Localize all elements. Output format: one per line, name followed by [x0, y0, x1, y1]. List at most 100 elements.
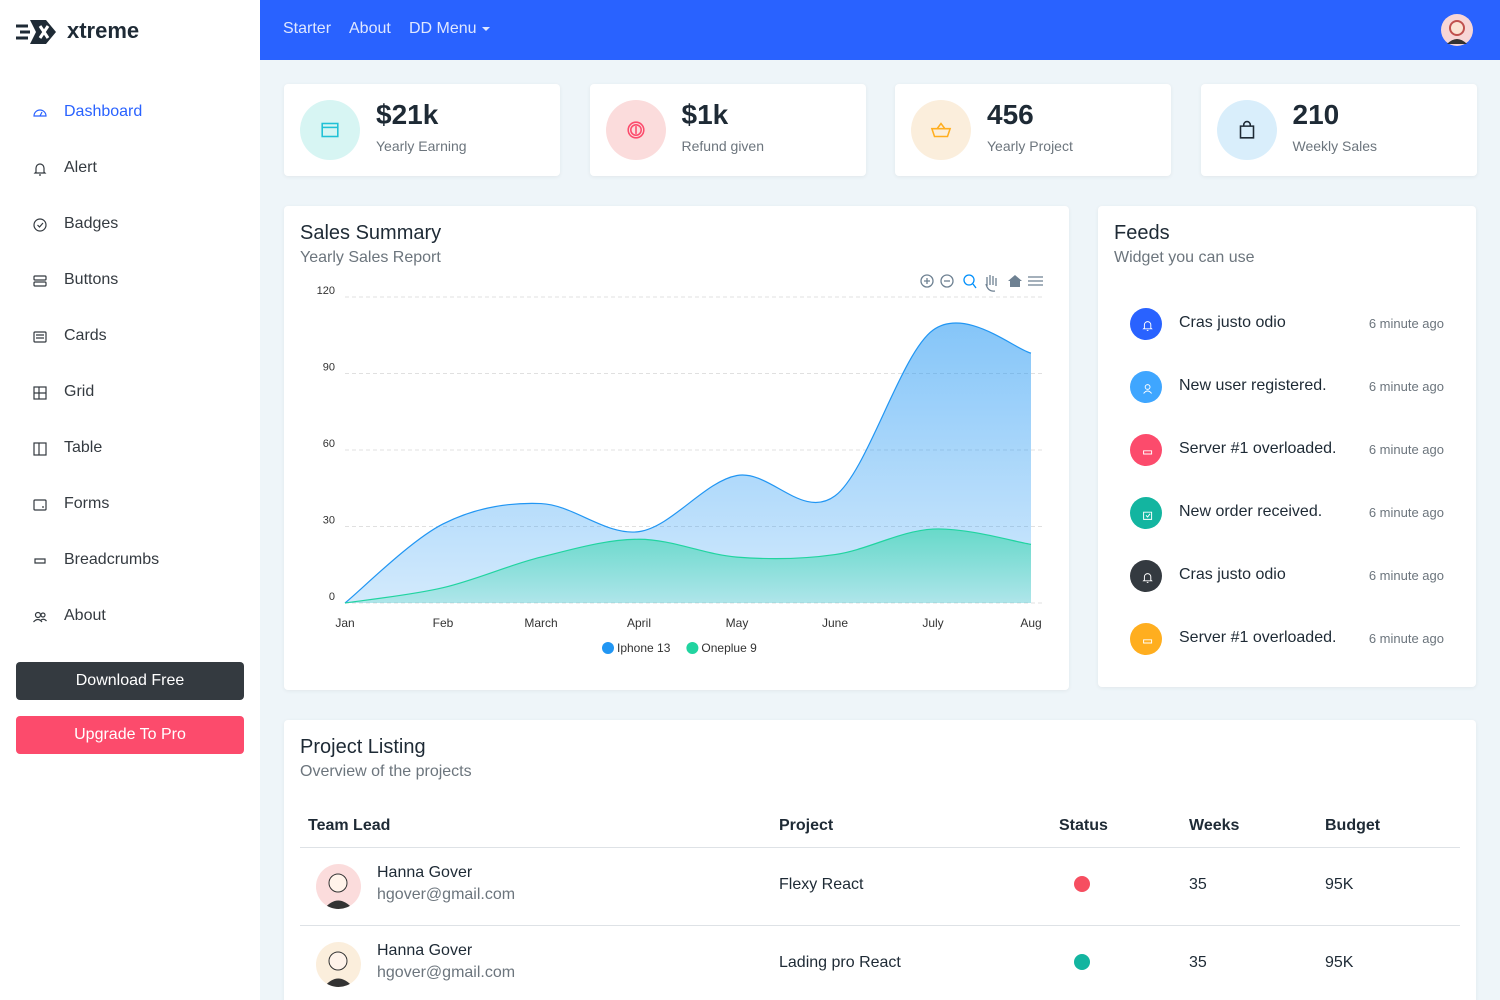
area: [345, 323, 1031, 603]
avatar-face: [324, 951, 353, 987]
feed-text: New order received.: [1179, 503, 1323, 520]
legend-label: Iphone 13: [617, 641, 671, 655]
zoom-select[interactable]: [963, 274, 977, 289]
stat-label: Weekly Sales: [1292, 138, 1378, 154]
avatar: [316, 942, 361, 987]
table-header: Status: [1059, 817, 1108, 834]
feed-time: 6 minute ago: [1368, 631, 1444, 646]
sidebar-link[interactable]: Breadcrumbs: [64, 551, 160, 568]
zoom-out[interactable]: [940, 274, 954, 288]
lead-name: Hanna Gover: [377, 864, 473, 881]
sidebar-link[interactable]: Dashboard: [64, 103, 143, 120]
stat-icon: [624, 118, 647, 141]
icon: [33, 331, 47, 343]
feed-text: Server #1 overloaded.: [1179, 629, 1337, 646]
feed-icon-bg: [1130, 371, 1162, 403]
table-header: Budget: [1325, 817, 1381, 834]
table-header: Project: [779, 817, 834, 834]
menu[interactable]: [1028, 276, 1043, 286]
stat-icon-bg: [300, 100, 360, 160]
project-name: Flexy React: [779, 876, 864, 893]
feed-time: 6 minute ago: [1368, 442, 1444, 457]
stat-value: $1k: [681, 99, 729, 130]
pan[interactable]: [985, 275, 997, 292]
lead-email: hgover@gmail.com: [377, 964, 516, 981]
icon: [1143, 511, 1153, 520]
nav-icon: [31, 272, 49, 290]
icon: [33, 442, 47, 456]
stat-label: Yearly Project: [987, 138, 1073, 154]
weeks: 35: [1189, 876, 1207, 893]
feed-time: 6 minute ago: [1368, 568, 1444, 583]
x-tick-label: March: [524, 616, 557, 630]
icon: [33, 275, 47, 287]
stat-card: 210 Weekly Sales: [1200, 84, 1477, 176]
projects-card: Project Listing Overview of the projects…: [284, 720, 1476, 1000]
icon: [33, 499, 47, 511]
feed-time: 6 minute ago: [1368, 379, 1444, 394]
icon: [626, 121, 645, 139]
sidebar-link[interactable]: Buttons: [64, 271, 119, 288]
feed-text: Server #1 overloaded.: [1179, 440, 1337, 457]
stat-card: $21k Yearly Earning: [284, 84, 560, 176]
icon: [33, 611, 47, 623]
x-tick-label: July: [922, 616, 943, 630]
line: [344, 322, 1032, 604]
user-avatar[interactable]: [1441, 14, 1473, 46]
nav-icon: [31, 160, 49, 178]
feed-text: New user registered.: [1179, 377, 1327, 394]
stat-value: $21k: [376, 99, 439, 130]
x-tick-label: May: [726, 616, 749, 630]
y-tick-label: 30: [323, 514, 335, 526]
budget: 95K: [1325, 876, 1354, 893]
stat-icon: [929, 118, 952, 141]
avatar-face: [324, 873, 353, 909]
icon: [33, 109, 47, 117]
feed-text: Cras justo odio: [1179, 566, 1286, 583]
feed-icon-bg: [1130, 434, 1162, 466]
nav-icon: [31, 440, 49, 458]
sidebar-link[interactable]: Alert: [64, 159, 97, 176]
sidebar-link[interactable]: Badges: [64, 215, 119, 232]
y-tick-label: 60: [323, 438, 335, 450]
sidebar-link[interactable]: About: [64, 607, 106, 624]
nav-link[interactable]: Starter: [283, 20, 332, 37]
sidebar-link[interactable]: Table: [64, 439, 103, 456]
icon: [1142, 573, 1153, 583]
feed-icon-bg: [1130, 560, 1162, 592]
nav-icon: [31, 608, 49, 626]
nav-link[interactable]: DD Menu: [409, 20, 477, 37]
budget: 95K: [1325, 954, 1354, 971]
lead-name: Hanna Gover: [377, 942, 473, 959]
sidebar-link[interactable]: Forms: [64, 495, 110, 512]
nav-link[interactable]: About: [349, 20, 391, 37]
legend-marker: [602, 642, 614, 654]
card-title: Sales Summary: [300, 222, 442, 244]
feed-icon: [1140, 507, 1153, 520]
sidebar-button[interactable]: Upgrade To Pro: [16, 716, 244, 754]
legend-marker: [686, 642, 699, 654]
table-header: Team Lead: [308, 817, 391, 834]
icon: [1143, 384, 1152, 394]
card-subtitle: Widget you can use: [1114, 249, 1255, 266]
stat-icon-bg: [911, 100, 971, 160]
dropdown-caret: [482, 27, 490, 31]
y-tick-label: 0: [329, 591, 335, 603]
icon: [33, 163, 47, 176]
nav-icon: [31, 104, 49, 122]
line: [344, 528, 1032, 604]
zoom-in[interactable]: [920, 274, 934, 288]
sidebar-button[interactable]: Download Free: [16, 662, 244, 700]
feed-icon: [1140, 444, 1153, 455]
brand: xtreme: [67, 18, 140, 43]
feed-icon-bg: [1130, 623, 1162, 655]
sidebar-link[interactable]: Grid: [64, 383, 95, 400]
stat-label: Refund given: [681, 138, 765, 154]
logo: [16, 20, 56, 44]
status-dot: [1074, 954, 1090, 970]
x-tick-label: Aug: [1020, 616, 1041, 630]
reset[interactable]: [1008, 275, 1022, 287]
avatar: [316, 864, 361, 909]
sidebar-link[interactable]: Cards: [64, 327, 107, 344]
